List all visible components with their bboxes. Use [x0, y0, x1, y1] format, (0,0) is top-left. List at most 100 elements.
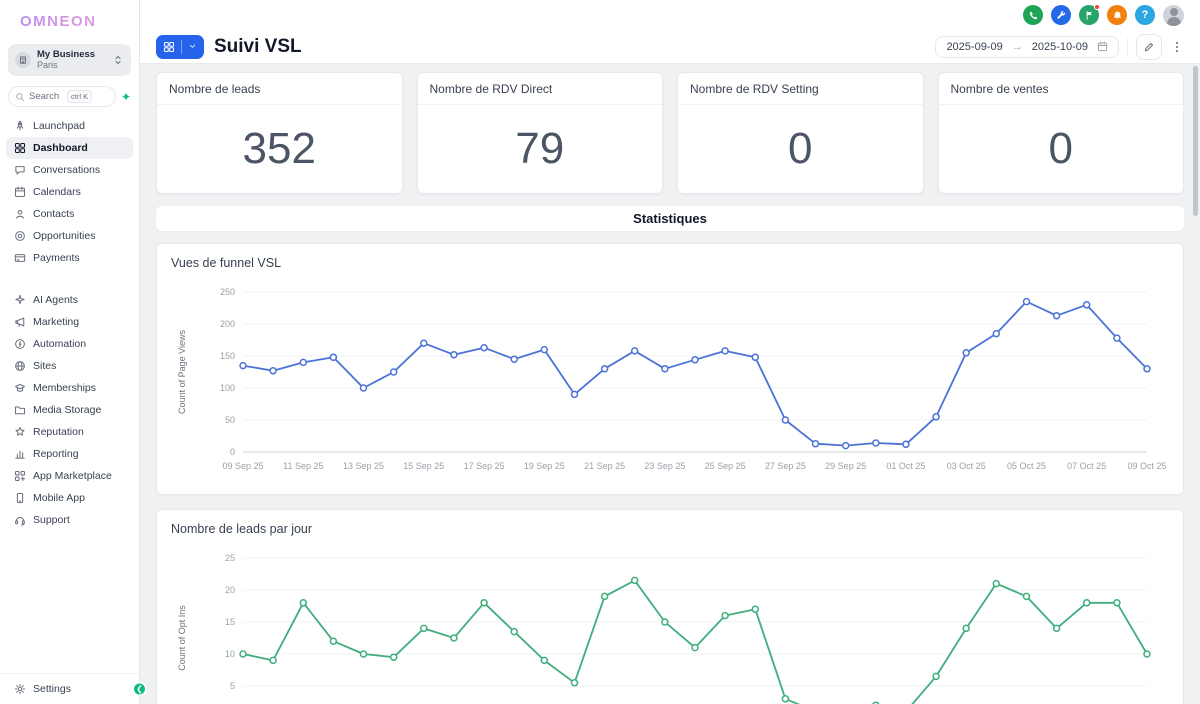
search-box[interactable]: ctrl K [8, 86, 116, 108]
search-shortcut-badge: ctrl K [67, 90, 93, 104]
pencil-icon [1143, 41, 1155, 53]
sidebar-item-sites[interactable]: Sites [6, 355, 133, 377]
sidebar-nav: Launchpad Dashboard Conversations Calend… [0, 115, 139, 673]
svg-text:09 Oct 25: 09 Oct 25 [1127, 461, 1166, 471]
section-title: Statistiques [156, 206, 1184, 231]
help-icon[interactable]: ? [1135, 5, 1155, 25]
bar-chart-icon [14, 448, 26, 460]
business-selector[interactable]: My Business Paris [8, 44, 131, 77]
kpi-value: 352 [242, 124, 316, 173]
svg-text:100: 100 [220, 383, 235, 393]
svg-text:10: 10 [225, 649, 235, 659]
tools-icon[interactable] [1051, 5, 1071, 25]
date-to[interactable]: 2025-10-09 [1031, 40, 1088, 53]
whats-new-flag-icon[interactable] [1079, 4, 1100, 25]
more-options-button[interactable] [1170, 40, 1184, 54]
sidebar-item-label: Calendars [33, 186, 81, 199]
sidebar-item-marketing[interactable]: Marketing [6, 311, 133, 333]
svg-text:150: 150 [220, 351, 235, 361]
sidebar-item-memberships[interactable]: Memberships [6, 377, 133, 399]
sidebar-item-payments[interactable]: Payments [6, 247, 133, 269]
sidebar-item-settings[interactable]: Settings ❮ [0, 673, 147, 704]
sidebar-item-label: Contacts [33, 208, 75, 221]
globe-icon [14, 360, 26, 372]
page-title: Suivi VSL [214, 35, 302, 57]
sidebar-item-launchpad[interactable]: Launchpad [6, 115, 133, 137]
sidebar-item-conversations[interactable]: Conversations [6, 159, 133, 181]
dashboard-content: Nombre de leads 352 Nombre de RDV Direct… [140, 64, 1200, 704]
sidebar-item-support[interactable]: Support [6, 509, 133, 531]
alerts-bell-icon[interactable] [1107, 5, 1127, 25]
svg-text:03 Oct 25: 03 Oct 25 [947, 461, 986, 471]
svg-text:11 Sep 25: 11 Sep 25 [283, 461, 323, 471]
sidebar-item-app-marketplace[interactable]: App Marketplace [6, 465, 133, 487]
sidebar-item-opportunities[interactable]: Opportunities [6, 225, 133, 247]
sidebar-item-label: Opportunities [33, 230, 96, 243]
edit-dashboard-button[interactable] [1136, 33, 1162, 60]
date-from[interactable]: 2025-09-09 [946, 40, 1003, 53]
svg-text:Count of Page Views: Count of Page Views [177, 330, 187, 414]
target-icon [14, 230, 26, 242]
nav-section-gap [6, 269, 133, 289]
svg-text:200: 200 [220, 319, 235, 329]
scrollbar-thumb[interactable] [1193, 66, 1198, 216]
svg-text:29 Sep 25: 29 Sep 25 [825, 461, 866, 471]
sidebar-item-automation[interactable]: Automation [6, 333, 133, 355]
sidebar-item-label: Reporting [33, 448, 79, 461]
kpi-label: Nombre de leads [157, 73, 402, 105]
svg-text:23 Sep 25: 23 Sep 25 [644, 461, 685, 471]
sidebar-item-ai-agents[interactable]: AI Agents [6, 289, 133, 311]
user-avatar[interactable] [1163, 4, 1184, 26]
phone-icon[interactable] [1023, 5, 1043, 25]
chart-card-funnel-views: Vues de funnel VSL 0 50 100 150 200 250 09 Sep… [156, 243, 1184, 495]
kpi-row: Nombre de leads 352 Nombre de RDV Direct… [156, 72, 1184, 194]
search-input[interactable] [29, 91, 63, 103]
divider [1127, 37, 1128, 56]
dashboard-grid-icon [14, 142, 26, 154]
bolt-circle-icon [14, 338, 26, 350]
svg-text:09 Sep 25: 09 Sep 25 [222, 461, 263, 471]
sidebar-item-label: Reputation [33, 426, 84, 439]
kpi-card-leads: Nombre de leads 352 [156, 72, 403, 194]
sidebar-item-calendars[interactable]: Calendars [6, 181, 133, 203]
svg-text:21 Sep 25: 21 Sep 25 [584, 461, 625, 471]
rocket-icon [14, 120, 26, 132]
svg-text:17 Sep 25: 17 Sep 25 [464, 461, 505, 471]
sidebar-item-mobile-app[interactable]: Mobile App [6, 487, 133, 509]
calendar-icon [14, 186, 26, 198]
sidebar-item-label: Conversations [33, 164, 101, 177]
chevron-updown-icon [112, 54, 124, 66]
ai-sparkle-icon[interactable]: ✦ [120, 89, 131, 104]
top-bar: ? [140, 0, 1200, 30]
sparkle-icon [14, 294, 26, 306]
search-row: ctrl K ✦ [8, 86, 131, 108]
date-range-picker[interactable]: 2025-09-09 → 2025-10-09 [935, 35, 1119, 58]
settings-label: Settings [33, 683, 71, 695]
sidebar-item-media-storage[interactable]: Media Storage [6, 399, 133, 421]
person-icon [14, 208, 26, 220]
dashboard-picker-button[interactable] [156, 34, 204, 59]
sidebar-item-label: Mobile App [33, 492, 85, 505]
kpi-value: 0 [788, 124, 813, 173]
sidebar-item-reputation[interactable]: Reputation [6, 421, 133, 443]
sidebar-item-reporting[interactable]: Reporting [6, 443, 133, 465]
svg-text:25: 25 [225, 553, 235, 563]
kpi-label: Nombre de RDV Direct [417, 73, 662, 105]
gear-icon [14, 683, 26, 695]
chevron-down-icon [188, 39, 197, 54]
sidebar-item-dashboard[interactable]: Dashboard [6, 137, 133, 160]
main-area: ? Suivi VSL 2025-09-09 → 2025-10-09 [140, 0, 1200, 704]
kpi-value: 0 [1048, 124, 1073, 173]
megaphone-icon [14, 316, 26, 328]
chart-card-leads-per-day: Nombre de leads par jour 051015202509 Se… [156, 509, 1184, 704]
svg-text:07 Oct 25: 07 Oct 25 [1067, 461, 1106, 471]
sidebar-item-label: App Marketplace [33, 470, 112, 483]
sidebar-collapse-button[interactable]: ❮ [132, 681, 147, 697]
business-location: Paris [37, 60, 58, 71]
svg-text:19 Sep 25: 19 Sep 25 [524, 461, 565, 471]
sidebar-item-contacts[interactable]: Contacts [6, 203, 133, 225]
sidebar-item-label: Support [33, 514, 70, 527]
sidebar-item-label: Marketing [33, 316, 80, 329]
sidebar-item-label: Media Storage [33, 404, 102, 417]
